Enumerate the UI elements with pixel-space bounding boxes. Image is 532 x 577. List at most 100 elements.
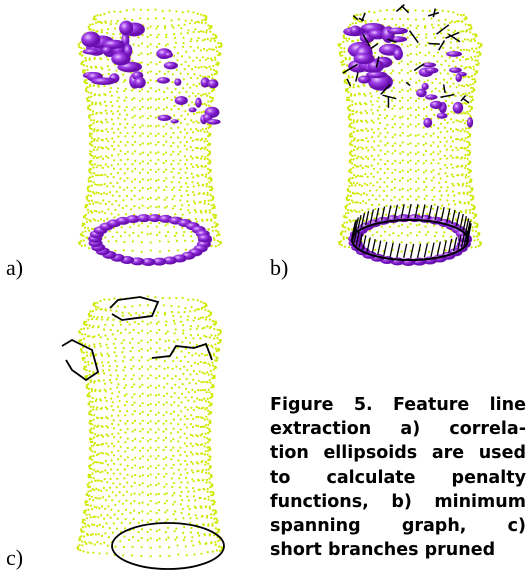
point bbox=[126, 474, 128, 476]
point bbox=[119, 33, 121, 35]
point bbox=[203, 48, 205, 50]
point bbox=[132, 546, 134, 548]
point bbox=[122, 554, 124, 556]
point bbox=[183, 78, 185, 80]
point bbox=[147, 36, 149, 38]
point bbox=[134, 178, 136, 180]
point bbox=[119, 473, 121, 475]
point bbox=[433, 55, 435, 57]
point bbox=[407, 99, 409, 101]
point bbox=[407, 125, 409, 127]
point bbox=[134, 492, 136, 494]
point bbox=[191, 478, 193, 480]
point bbox=[353, 174, 355, 176]
point bbox=[92, 176, 94, 178]
point bbox=[132, 60, 134, 62]
point bbox=[402, 116, 404, 118]
point bbox=[155, 449, 157, 451]
point bbox=[467, 136, 469, 138]
point bbox=[206, 140, 208, 142]
point bbox=[89, 114, 91, 116]
point bbox=[159, 555, 161, 557]
point bbox=[147, 467, 149, 469]
point bbox=[410, 160, 412, 162]
point bbox=[466, 185, 468, 187]
point bbox=[113, 473, 115, 475]
point bbox=[150, 241, 152, 243]
point bbox=[450, 236, 452, 238]
point bbox=[417, 25, 419, 27]
point bbox=[113, 445, 115, 447]
point bbox=[141, 88, 143, 90]
point bbox=[163, 486, 165, 488]
point bbox=[407, 135, 409, 137]
point bbox=[353, 158, 355, 160]
point bbox=[91, 450, 93, 452]
point bbox=[96, 140, 98, 142]
point bbox=[92, 499, 94, 501]
point bbox=[198, 380, 200, 382]
panel-label: b) bbox=[270, 255, 288, 281]
point bbox=[170, 432, 172, 434]
point bbox=[103, 220, 105, 222]
point bbox=[165, 437, 167, 439]
point bbox=[446, 200, 448, 202]
point bbox=[173, 114, 175, 116]
point bbox=[205, 31, 207, 33]
point bbox=[476, 236, 478, 238]
point bbox=[424, 198, 426, 200]
point bbox=[381, 225, 383, 227]
caption-line: Figure 5. Feature line bbox=[270, 393, 526, 417]
point bbox=[192, 426, 194, 428]
point bbox=[155, 394, 157, 396]
point bbox=[195, 211, 197, 213]
point bbox=[150, 26, 152, 28]
point bbox=[89, 401, 91, 403]
point bbox=[401, 106, 403, 108]
point bbox=[133, 97, 135, 99]
point bbox=[210, 513, 212, 515]
point bbox=[102, 370, 104, 372]
point bbox=[179, 189, 181, 191]
point bbox=[93, 427, 95, 429]
point bbox=[391, 99, 393, 101]
point bbox=[147, 503, 149, 505]
point bbox=[410, 24, 412, 26]
point bbox=[96, 192, 98, 194]
point bbox=[109, 487, 111, 489]
point bbox=[105, 128, 107, 130]
point bbox=[200, 49, 202, 51]
point bbox=[206, 391, 208, 393]
graph-edge bbox=[384, 242, 387, 256]
point bbox=[417, 151, 419, 153]
point bbox=[109, 230, 111, 232]
point bbox=[142, 142, 144, 144]
point bbox=[367, 176, 369, 178]
point bbox=[342, 60, 344, 62]
point bbox=[426, 206, 428, 208]
point bbox=[342, 231, 344, 233]
point bbox=[370, 100, 372, 102]
graph-edge bbox=[452, 210, 455, 224]
figure-page: a) b) c) Figure 5. Feature line extracti… bbox=[0, 0, 532, 577]
point bbox=[126, 195, 128, 197]
point bbox=[437, 153, 439, 155]
point bbox=[87, 91, 89, 93]
caption-line: short branches pruned bbox=[270, 538, 526, 562]
point bbox=[369, 190, 371, 192]
point bbox=[165, 428, 167, 430]
point bbox=[95, 408, 97, 410]
point bbox=[163, 17, 165, 19]
point bbox=[202, 407, 204, 409]
point bbox=[190, 163, 192, 165]
ellipsoid bbox=[102, 46, 113, 54]
point bbox=[173, 132, 175, 134]
point bbox=[215, 544, 217, 546]
point bbox=[114, 504, 116, 506]
point bbox=[130, 208, 132, 210]
point bbox=[119, 123, 121, 125]
point bbox=[165, 36, 167, 38]
point bbox=[473, 235, 475, 237]
point bbox=[138, 531, 140, 533]
point bbox=[204, 453, 206, 455]
